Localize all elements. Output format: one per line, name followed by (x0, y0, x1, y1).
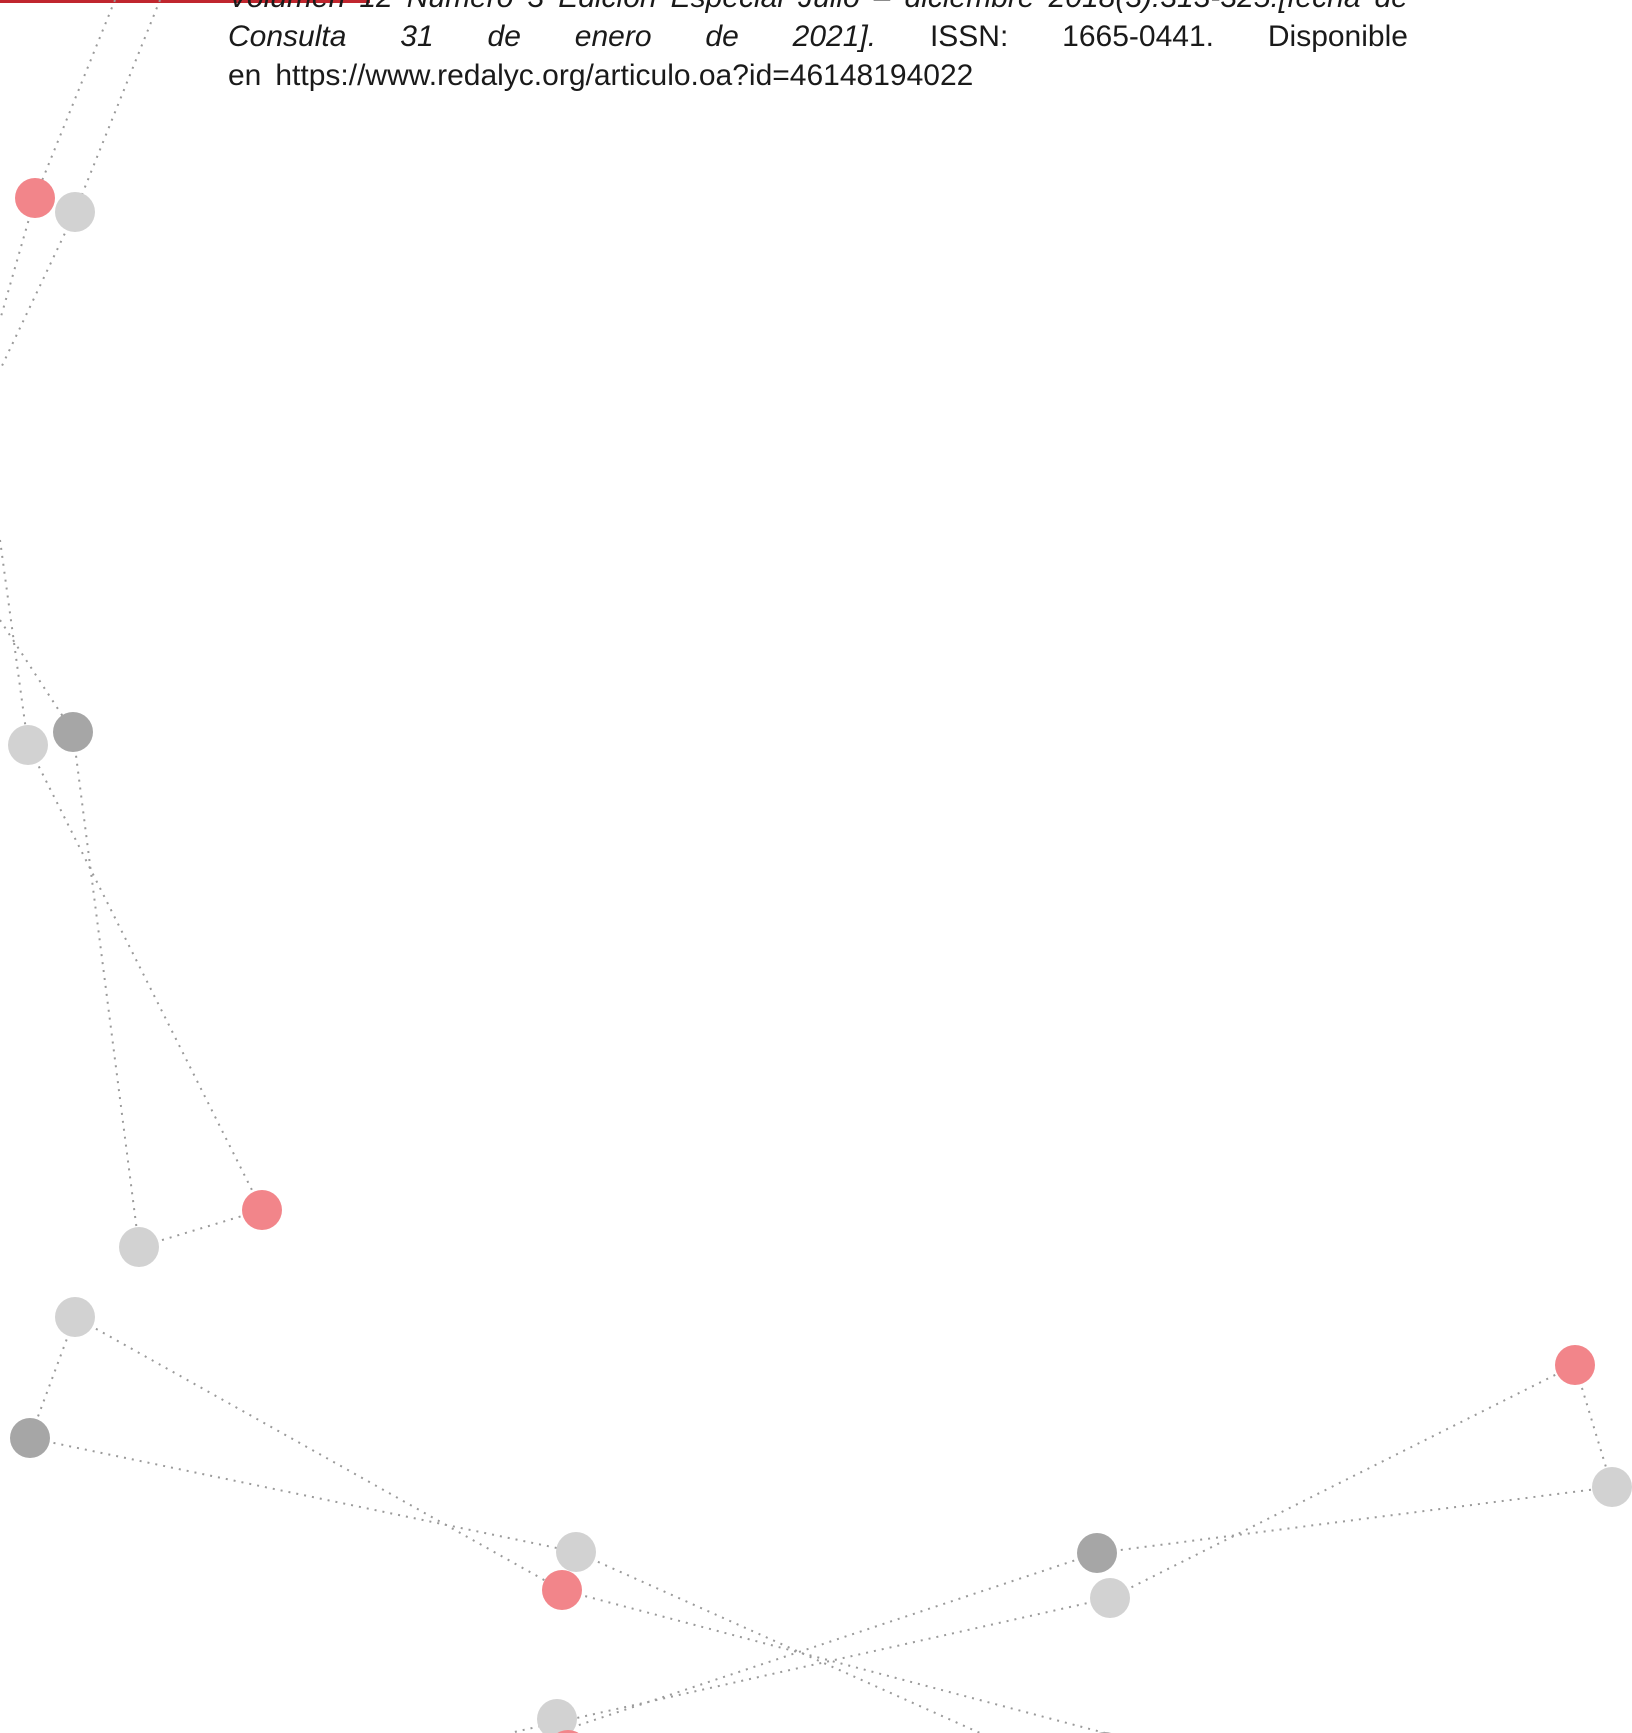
citation-word: 12 (359, 0, 392, 17)
network-edge (0, 197, 36, 321)
network-node (1077, 1533, 1117, 1573)
citation-word: Disponible (1267, 20, 1408, 53)
citation-url-link[interactable]: https://www.redalyc.org/articulo.oa?id=4… (275, 59, 974, 92)
citation-word: diciembre (905, 0, 1035, 17)
reference-citation: Volumen 12 Número 3 Edición Especial Jul… (228, 0, 1408, 95)
citation-word: de (705, 20, 739, 53)
network-edge (0, 211, 76, 371)
network-edge (575, 1551, 981, 1733)
citation-line-2: Consulta 31 de enero de 2021]. ISSN: 166… (228, 17, 1408, 56)
citation-word: 2021]. (792, 20, 877, 53)
network-edge (554, 1552, 1098, 1733)
network-node (1555, 1345, 1595, 1385)
citation-word: de (487, 20, 521, 53)
network-edge (27, 744, 263, 1211)
citation-line-1: Volumen 12 Número 3 Edición Especial Jul… (228, 0, 1408, 17)
network-node (542, 1570, 582, 1610)
citation-word: Número (407, 0, 514, 17)
network-edge (74, 1316, 563, 1591)
citation-word: 31 (400, 20, 434, 53)
network-edge (74, 0, 161, 213)
network-node (557, 1730, 579, 1733)
citation-word: 3 (527, 0, 544, 17)
network-node (119, 1227, 159, 1267)
network-node (55, 1297, 95, 1337)
citation-word: 2018(3):313-325.[fecha (1049, 0, 1361, 17)
network-edge (29, 1316, 76, 1439)
network-node (1592, 1467, 1632, 1507)
network-edge (72, 731, 140, 1248)
network-edge (34, 0, 116, 199)
citation-word: en (228, 59, 262, 92)
citation-word: 1665-0441. (1062, 20, 1214, 53)
network-node (8, 725, 48, 765)
header-accent-rule (0, 0, 370, 3)
citation-word: Edición (558, 0, 656, 17)
network-edge (1109, 1364, 1576, 1599)
network-node (556, 1532, 596, 1572)
citation-word: de (1375, 0, 1408, 17)
network-node (15, 178, 55, 218)
network-node (537, 1699, 577, 1733)
citation-word: ISSN: (929, 20, 1009, 53)
network-node (53, 712, 93, 752)
citation-word: Consulta (228, 20, 347, 53)
network-edge (0, 539, 29, 746)
citation-line-3: en https://www.redalyc.org/articulo.oa?i… (228, 56, 1408, 95)
network-edge (29, 1437, 577, 1553)
network-edge (509, 1597, 1111, 1733)
network-node (242, 1190, 282, 1230)
network-node (1090, 1578, 1130, 1618)
network-edge (561, 1589, 1106, 1733)
citation-word: enero (574, 20, 652, 53)
network-edge (138, 1209, 263, 1248)
citation-word: Especial (671, 0, 784, 17)
citation-word: Julio (798, 0, 860, 17)
network-node (10, 1418, 50, 1458)
network-edge (1096, 1486, 1613, 1554)
citation-word: Volumen (228, 0, 345, 17)
network-edge (0, 619, 74, 733)
network-node (55, 192, 95, 232)
citation-word: – (874, 0, 891, 17)
